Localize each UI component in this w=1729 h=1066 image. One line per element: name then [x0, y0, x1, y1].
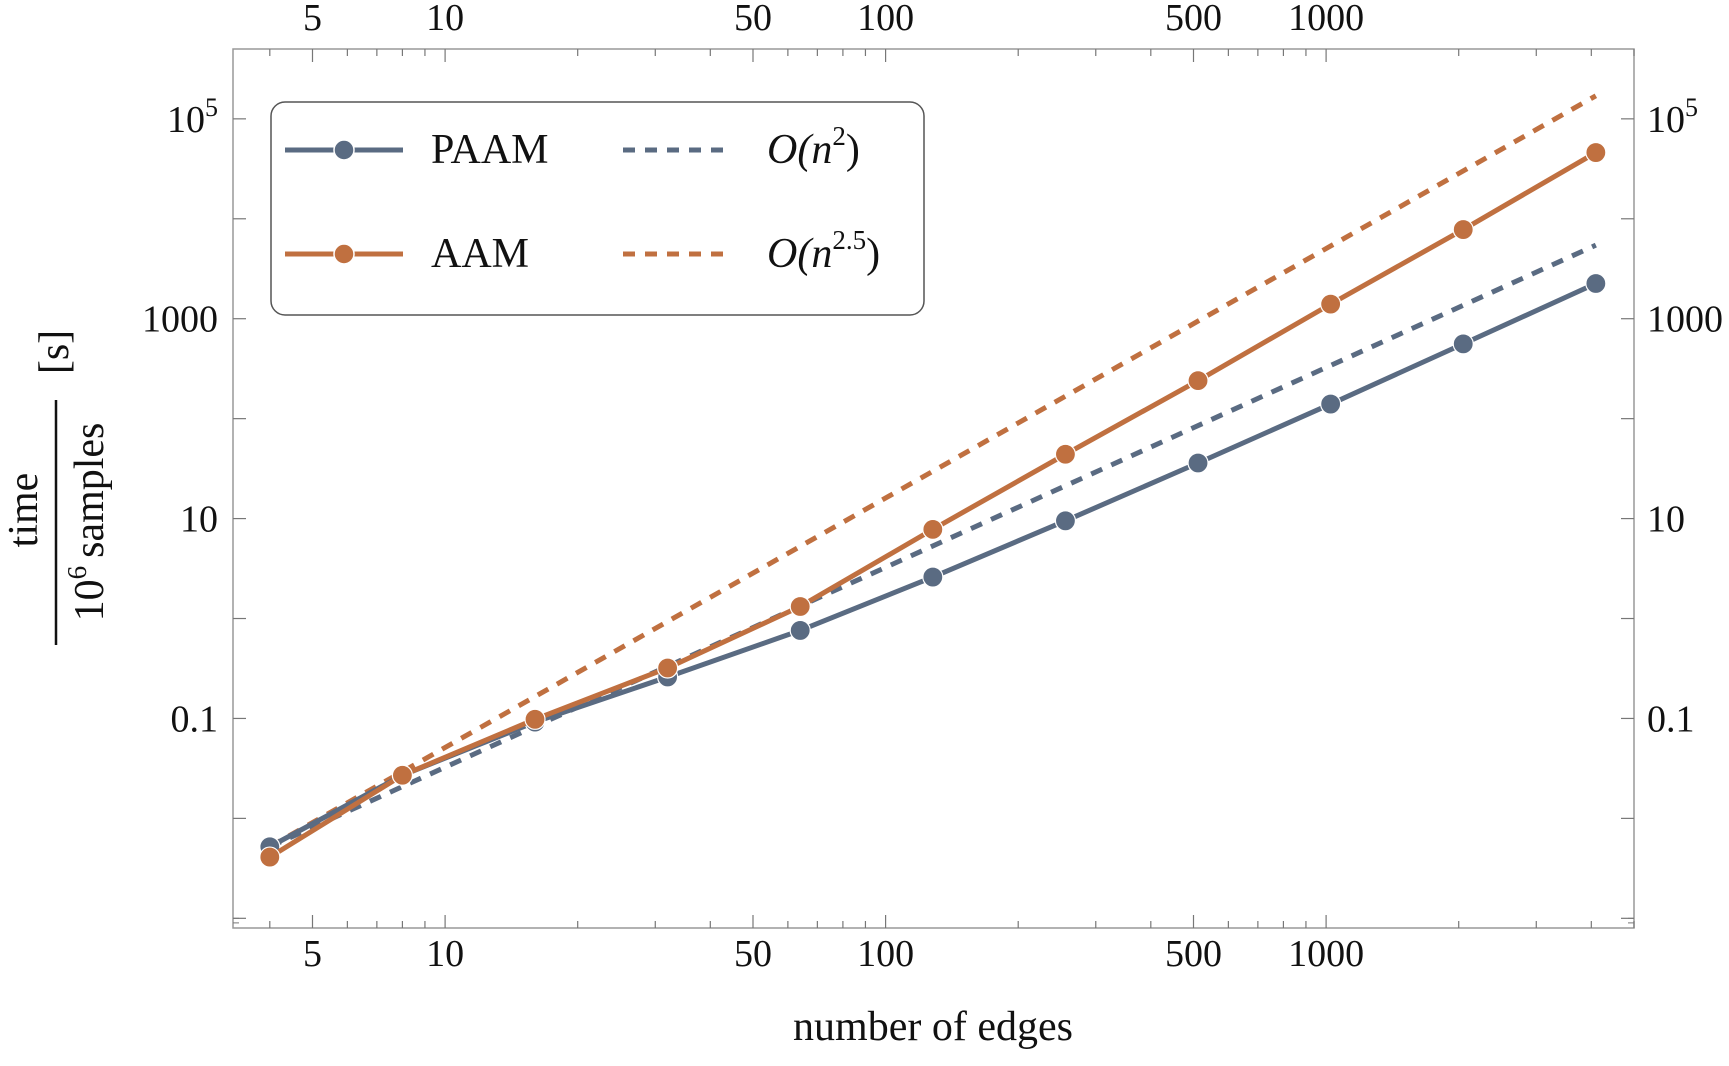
series-line-o-n-2 [268, 242, 1597, 850]
x-tick-label-top: 10 [426, 0, 464, 39]
point-paam [1452, 333, 1474, 355]
point-aam [259, 846, 281, 868]
y-axis-title-denominator-base: 10 [67, 579, 113, 621]
y-tick-label-right: 1000 [1647, 299, 1723, 341]
y-tick-label-left: 0.1 [171, 698, 219, 740]
legend-on2-label: O(n2) [767, 121, 860, 173]
x-tick-label-bottom: 10 [426, 933, 464, 975]
y-tick-label-exponent: 5 [205, 93, 218, 122]
point-paam [1054, 510, 1077, 532]
x-tick-label-bottom: 1000 [1288, 933, 1364, 975]
legend-paam-label: PAAM [431, 127, 549, 173]
y-tick-label-base: 10 [180, 499, 218, 541]
x-tick-label-bottom: 5 [303, 933, 322, 975]
x-tick-label-top: 50 [734, 0, 772, 39]
x-tick-label-bottom: 50 [734, 933, 772, 975]
plot-frame [232, 48, 1635, 929]
point-aam [1320, 293, 1342, 315]
legend-on2-base: O(n [767, 127, 832, 173]
x-tick-label-top: 1000 [1288, 0, 1364, 39]
legend-on25-base: O(n [767, 231, 832, 277]
y-tick-label-base: 1000 [1647, 299, 1723, 341]
tick-marks [233, 49, 1635, 928]
y-axis-title-denominator-rest: samples [67, 423, 113, 558]
y-axis-title-denominator: 106 samples [62, 423, 113, 622]
series-line-paam [268, 281, 1597, 849]
legend-on2-exponent: 2 [832, 121, 846, 151]
point-aam [391, 764, 414, 786]
y-tick-label-left: 10 [180, 499, 218, 541]
legend-aam-label: AAM [431, 231, 529, 277]
y-tick-label-left: 1000 [142, 299, 218, 341]
y-axis-title: time 106 samples [s] [1, 330, 113, 645]
y-tick-label-base: 0.1 [171, 698, 219, 740]
x-tick-label-top: 100 [857, 0, 914, 39]
y-tick-label-base: 10 [1647, 99, 1685, 141]
point-paam [789, 619, 811, 642]
point-paam [1187, 452, 1209, 474]
point-aam [789, 595, 811, 618]
point-paam [1585, 272, 1607, 295]
point-aam [1054, 443, 1077, 465]
y-axis-title-numerator: time [1, 473, 47, 548]
point-aam [1187, 370, 1209, 392]
legend: PAAM AAM O(n2) O(n2.5) [270, 101, 925, 316]
x-tick-label-bottom: 500 [1165, 933, 1222, 975]
y-tick-label-base: 1000 [142, 299, 218, 341]
y-tick-label-left: 105 [167, 93, 218, 141]
y-tick-label-base: 0.1 [1647, 698, 1695, 740]
point-paam [922, 566, 944, 588]
point-aam [922, 518, 944, 540]
x-tick-label-bottom: 100 [857, 933, 914, 975]
y-tick-label-right: 105 [1647, 93, 1698, 141]
point-aam [657, 657, 679, 679]
series-layer [259, 93, 1607, 868]
legend-aam-marker [333, 243, 355, 265]
point-aam [1452, 218, 1474, 241]
x-tick-labels-top: 5 10 50 100 500 1000 [303, 0, 1364, 39]
y-tick-label-right: 10 [1647, 499, 1685, 541]
legend-on25-exponent: 2.5 [832, 225, 866, 255]
y-tick-label-base: 10 [167, 99, 205, 141]
point-aam [524, 708, 546, 730]
x-tick-label-top: 5 [303, 0, 322, 39]
point-aam [1585, 141, 1607, 164]
y-tick-label-exponent: 5 [1685, 93, 1698, 122]
legend-box [270, 101, 925, 316]
x-tick-labels-bottom: 5 10 50 100 500 1000 [303, 933, 1364, 975]
y-tick-label-base: 10 [1647, 499, 1685, 541]
legend-on25-label: O(n2.5) [767, 225, 880, 277]
x-tick-label-top: 500 [1165, 0, 1222, 39]
legend-on25-close: ) [866, 231, 880, 277]
y-axis-title-unit: [s] [32, 330, 78, 374]
y-axis-title-denominator-exp: 6 [62, 566, 92, 580]
x-axis-title: number of edges [793, 1004, 1073, 1050]
point-paam [1320, 393, 1342, 415]
legend-paam-marker [333, 139, 355, 161]
legend-on2-close: ) [846, 127, 860, 173]
y-tick-label-right: 0.1 [1647, 698, 1695, 740]
series-line-o-n-2-5 [268, 93, 1598, 849]
